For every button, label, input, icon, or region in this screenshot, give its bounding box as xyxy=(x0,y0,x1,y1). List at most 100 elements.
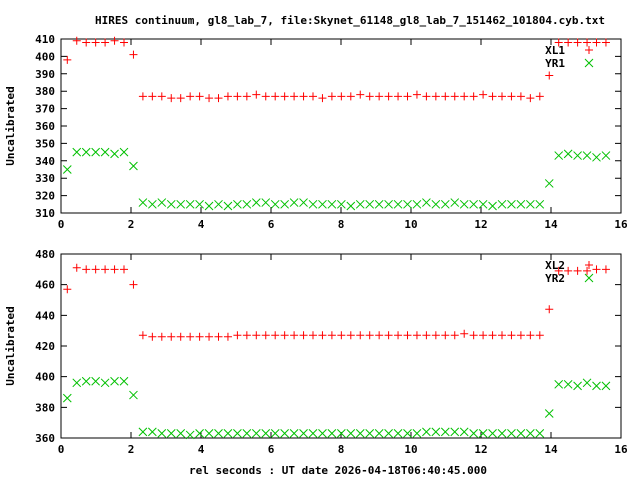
data-point xyxy=(460,92,469,101)
data-point xyxy=(119,147,129,157)
data-point xyxy=(374,199,384,209)
data-point xyxy=(100,147,110,157)
data-point xyxy=(205,94,214,103)
data-point xyxy=(299,92,308,101)
data-point xyxy=(110,149,119,159)
data-point xyxy=(299,429,308,438)
y-axis-label-bottom: Uncalibrated xyxy=(4,306,17,385)
data-point xyxy=(355,199,365,209)
y-tick-label: 320 xyxy=(35,190,55,203)
data-point xyxy=(271,331,280,340)
data-point xyxy=(563,149,573,159)
data-point xyxy=(498,92,506,101)
y-tick-label: 360 xyxy=(35,120,55,133)
data-point xyxy=(195,199,204,209)
data-point xyxy=(365,199,375,209)
data-point xyxy=(327,331,336,340)
y-tick-label: 410 xyxy=(35,33,55,46)
chart-title: HIRES continuum, gl8_lab_7, file:Skynet_… xyxy=(95,14,605,27)
data-point xyxy=(592,38,601,47)
data-point xyxy=(327,429,337,438)
data-point xyxy=(535,92,544,101)
data-point xyxy=(393,199,403,209)
data-point xyxy=(441,331,450,340)
data-point xyxy=(582,151,592,160)
data-point xyxy=(166,429,176,438)
data-point xyxy=(469,92,478,101)
y-tick-label: 360 xyxy=(35,432,55,445)
data-point xyxy=(384,331,393,340)
data-point xyxy=(81,376,91,386)
data-point xyxy=(63,285,72,294)
data-point xyxy=(309,92,317,101)
data-point xyxy=(544,179,554,188)
data-point xyxy=(412,331,421,340)
data-point xyxy=(204,201,214,211)
data-point xyxy=(573,151,582,160)
y-tick-label: 350 xyxy=(35,137,55,150)
data-point xyxy=(564,266,573,275)
data-point xyxy=(309,331,317,340)
data-point xyxy=(63,55,72,64)
data-point xyxy=(242,331,251,340)
data-point xyxy=(214,199,223,209)
data-point xyxy=(601,151,611,160)
data-point xyxy=(185,199,195,209)
data-point xyxy=(195,92,204,101)
y-tick-label: 440 xyxy=(35,309,55,322)
data-point xyxy=(157,332,166,341)
data-point xyxy=(488,331,497,340)
data-point xyxy=(573,266,582,275)
y-tick-label: 390 xyxy=(35,68,55,81)
data-point xyxy=(223,332,232,341)
data-point xyxy=(441,92,450,101)
data-point xyxy=(186,332,195,341)
data-point xyxy=(516,199,526,209)
data-point xyxy=(336,199,346,209)
data-point xyxy=(72,147,82,157)
legend-marker-yr1 xyxy=(584,58,594,68)
data-point xyxy=(469,331,478,340)
data-point xyxy=(252,90,261,99)
data-point xyxy=(91,376,101,386)
data-point xyxy=(176,94,185,103)
data-point xyxy=(507,331,516,340)
data-point xyxy=(251,429,261,438)
data-point xyxy=(459,199,469,209)
data-point xyxy=(72,263,81,272)
x-tick-label: 16 xyxy=(614,443,628,456)
data-point xyxy=(507,429,516,438)
data-point xyxy=(507,199,516,209)
data-point xyxy=(564,38,573,47)
data-point xyxy=(129,50,138,59)
data-point xyxy=(478,199,488,209)
data-point xyxy=(101,38,110,47)
data-point xyxy=(100,378,110,388)
data-point xyxy=(431,199,441,209)
data-point xyxy=(157,92,166,101)
data-point xyxy=(375,92,384,101)
data-point xyxy=(62,393,72,403)
x-tick-label: 10 xyxy=(404,218,417,231)
x-tick-label: 6 xyxy=(268,443,275,456)
data-point xyxy=(583,38,592,47)
y-axis-label-top: Uncalibrated xyxy=(4,86,17,165)
x-tick-label: 8 xyxy=(338,443,345,456)
data-point xyxy=(261,429,271,438)
data-point xyxy=(450,92,459,101)
data-point xyxy=(403,199,412,209)
data-point xyxy=(545,71,554,80)
data-point xyxy=(233,92,242,101)
data-point xyxy=(384,429,393,438)
data-point xyxy=(460,329,469,338)
data-point xyxy=(147,199,157,209)
data-point xyxy=(82,265,91,274)
data-point xyxy=(289,429,299,438)
data-point xyxy=(261,331,270,340)
x-tick-label: 10 xyxy=(404,443,417,456)
data-point xyxy=(412,199,422,209)
series-yr1 xyxy=(62,147,611,211)
x-tick-label: 12 xyxy=(474,218,487,231)
data-point xyxy=(526,94,535,103)
data-point xyxy=(488,201,497,211)
